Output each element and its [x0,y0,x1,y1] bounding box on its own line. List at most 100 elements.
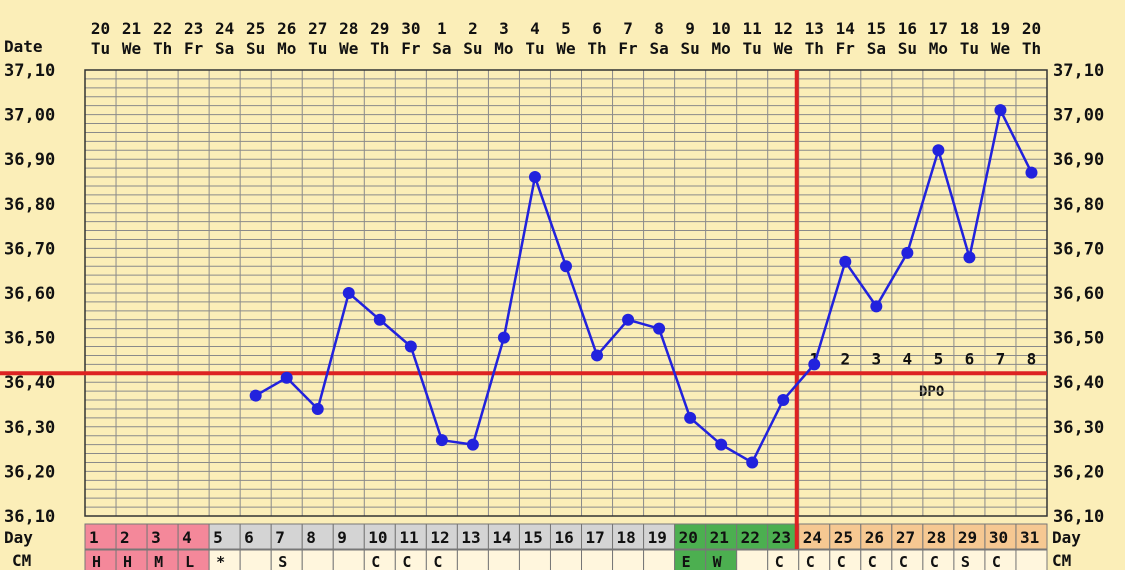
cycle-day-cell [643,523,676,550]
date-label: 10 [712,19,731,38]
cycle-day-label: 5 [213,528,223,547]
y-tick-label-right: 36,60 [1053,284,1104,304]
cycle-day-label: 25 [834,528,853,547]
grid [84,69,1048,517]
cm-cell [549,549,583,570]
y-tick-label-right: 37,10 [1053,61,1104,81]
day-axis-label-left: Day [4,528,33,547]
weekday-label: Mo [929,39,948,58]
cycle-day-label: 15 [523,528,542,547]
cm-value: S [278,553,287,570]
cycle-day-cell [115,523,148,550]
dpo-day-label: 8 [1027,349,1037,368]
weekday-label: Fr [618,39,637,58]
dpo-day-label: 2 [840,349,850,368]
y-tick-label-left: 36,70 [4,239,55,259]
cycle-day-cell [456,523,489,550]
temperature-point [839,255,852,268]
weekday-label: Tu [743,39,762,58]
y-tick-label-left: 36,80 [4,195,55,215]
date-label: 19 [991,19,1010,38]
temperature-point [497,331,510,344]
cycle-day-label: 21 [710,528,729,547]
cycle-day-cell [332,523,365,550]
y-tick-label-right: 36,90 [1053,150,1104,170]
weekday-label: Th [153,39,172,58]
cycle-day-cell [394,523,427,550]
date-label: 8 [654,19,664,38]
y-tick-label-right: 36,30 [1053,418,1104,438]
y-tick-label-right: 36,20 [1053,462,1104,482]
weekday-label: Mo [494,39,513,58]
weekday-label: Th [1022,39,1041,58]
temperature-point [777,394,790,407]
cycle-day-label: 27 [896,528,915,547]
cycle-day-cell [425,523,458,550]
dpo-day-label: 4 [903,349,913,368]
cm-value: H [123,553,132,570]
cycle-day-label: 13 [461,528,480,547]
cycle-day-label: 17 [586,528,605,547]
date-label: 24 [215,19,234,38]
y-tick-label-left: 36,10 [4,507,55,527]
y-tick-label-left: 36,50 [4,329,55,349]
cycle-day-cell [1015,523,1048,550]
temperature-point [901,246,914,259]
weekday-label: Mo [712,39,731,58]
weekday-label: Su [898,39,917,58]
weekday-label: Th [587,39,606,58]
cm-value: W [713,553,723,570]
cm-cell [612,549,645,570]
y-tick-label-right: 36,10 [1053,507,1104,527]
date-label: 26 [277,19,296,38]
cycle-day-label: 9 [337,528,347,547]
weekday-label: We [991,39,1010,58]
cycle-day-cell [953,523,986,550]
cycle-day-label: 4 [182,528,192,547]
weekday-label: Th [805,39,824,58]
cm-cell [487,549,520,570]
cycle-day-label: 18 [617,528,636,547]
cycle-day-cell [798,523,831,550]
y-tick-label-left: 37,10 [4,61,55,81]
cycle-day-cell [177,523,210,550]
date-label: 14 [836,19,855,38]
date-label: 1 [437,19,447,38]
date-label: 22 [153,19,172,38]
axes: 36,10 36,10 36,20 36,20 36,30 36,30 36,40 36,40… [4,19,1104,527]
temperature-point [528,171,541,184]
plot-frame [84,69,1048,517]
cm-value: E [682,553,691,570]
temperature-point [280,371,293,384]
cycle-day-cell [581,523,614,550]
date-label: 3 [499,19,509,38]
cycle-day-cell [922,523,955,550]
cycle-day-cell [208,523,241,550]
weekday-label: Su [246,39,265,58]
weekday-label: We [556,39,575,58]
weekday-label: We [339,39,358,58]
temperature-point [994,104,1007,117]
date-label: 11 [743,19,762,38]
cm-cell [456,549,489,570]
y-tick-label-left: 36,30 [4,418,55,438]
cm-cell [332,549,365,570]
cycle-day-label: 26 [865,528,884,547]
cycle-day-cell [518,523,551,550]
y-tick-label-left: 36,40 [4,373,55,393]
cm-value: L [185,553,194,570]
temperature-point [653,322,666,335]
date-label: 9 [685,19,695,38]
cycle-day-label: 2 [120,528,130,547]
date-label: 28 [339,19,358,38]
date-label: 20 [91,19,110,38]
cycle-day-label: 12 [430,528,449,547]
weekday-label: Tu [525,39,544,58]
cm-value: H [92,553,101,570]
cycle-day-label: 8 [306,528,316,547]
cycle-day-cell [767,523,800,550]
weekday-label: Sa [649,39,668,58]
temperature-point [466,438,479,451]
date-label: 27 [308,19,327,38]
